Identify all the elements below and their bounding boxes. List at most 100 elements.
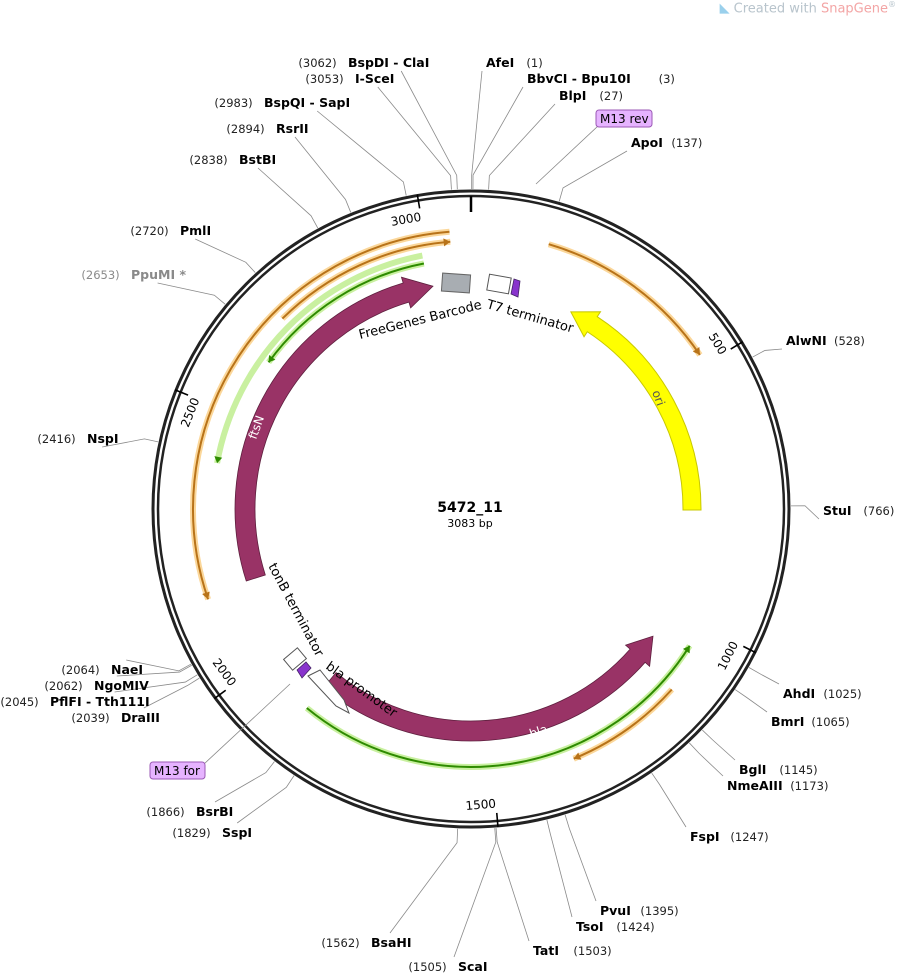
site-position: (1): [526, 56, 542, 70]
site-stui[interactable]: (766) StuI: [823, 503, 894, 518]
ftsn-feature[interactable]: [234, 276, 434, 582]
leader-line: [316, 110, 407, 196]
site-ngomiv[interactable]: (2062) NgoMIV: [44, 678, 149, 693]
site-name: NspI: [87, 431, 119, 446]
bla-promoter-feature[interactable]: [307, 669, 350, 715]
m13-for-primer[interactable]: M13 for: [149, 683, 291, 780]
tick-mark-2500: [174, 389, 189, 396]
site-name: NmeAIII: [727, 778, 783, 793]
site-position: (1065): [811, 715, 849, 729]
green-arc-2: [267, 262, 425, 363]
tick-label-1500: 1500: [465, 796, 497, 813]
m13-rev-primer-site[interactable]: [510, 278, 521, 298]
site-bmri[interactable]: (1065) BmrI: [771, 714, 850, 729]
watermark-prefix: Created with: [733, 1, 817, 17]
tick-mark-500: [730, 341, 744, 350]
orf-arc-2: [573, 688, 673, 760]
site-position: (1503): [573, 944, 611, 958]
leader-line: [651, 772, 687, 828]
site-pvui[interactable]: (1395) PvuI: [600, 903, 679, 918]
site-name: BspDI - ClaI: [348, 55, 429, 70]
leader-line: [702, 729, 736, 761]
tick-mark-3000: [416, 194, 421, 209]
snapgene-watermark: ◣ Created with SnapGene®: [720, 0, 896, 16]
site-bsrbi[interactable]: (1866) BsrBI: [146, 804, 233, 819]
site-name: PflFI - Tth111I: [50, 694, 150, 709]
site-tsoi[interactable]: (1424) TsoI: [576, 919, 655, 934]
site-position: (1247): [730, 830, 768, 844]
site-draiii[interactable]: (2039) DraIII: [71, 710, 160, 725]
site-bspqi-sapi[interactable]: (2983) BspQI - SapI: [214, 95, 350, 110]
site-bspdi-clai[interactable]: (3062) BspDI - ClaI: [298, 55, 429, 70]
site-position: (2039): [71, 711, 109, 725]
leader-line: [294, 136, 352, 213]
site-ahdi[interactable]: (1025) AhdI: [783, 686, 862, 701]
site-afei[interactable]: (1) AfeI: [486, 55, 543, 70]
watermark-registered: ®: [888, 0, 896, 9]
site-nspi[interactable]: (2416) NspI: [37, 431, 118, 446]
site-alwni[interactable]: (528) AlwNI: [786, 333, 865, 348]
site-scai[interactable]: (1505) ScaI: [408, 959, 487, 974]
site-bsahi[interactable]: (1562) BsaHI: [321, 935, 411, 950]
site-name: BsaHI: [371, 935, 412, 950]
leader-line: [471, 70, 483, 190]
leader-line: [546, 819, 573, 918]
leader-line: [114, 674, 198, 693]
site-position: (2894): [226, 122, 264, 136]
backbone-outer-circle: [151, 189, 791, 829]
m13-for-primer-site[interactable]: [296, 661, 312, 679]
site-i-scei[interactable]: (3053) I-SceI: [305, 71, 394, 86]
site-naei[interactable]: (2064) NaeI: [61, 662, 143, 677]
orf-arc-4-head: [202, 591, 210, 600]
leader-line: [126, 659, 192, 672]
site-sspi[interactable]: (1829) SspI: [172, 825, 252, 840]
freegenes-barcode-feature[interactable]: [440, 272, 472, 294]
leader-line: [236, 775, 295, 824]
site-bbvci-bpu10i[interactable]: (3) BbvCI - Bpu10I: [527, 71, 675, 86]
leader-line: [734, 689, 768, 713]
leader-line: [400, 70, 458, 190]
leader-line: [377, 86, 452, 190]
site-bstbi[interactable]: (2838) BstBI: [189, 152, 276, 167]
restriction-site-labels: (1) AfeI (3) BbvCI - Bpu10I (27) BlpI (137) Apo…: [0, 55, 894, 974]
m13-rev-label: M13 rev: [600, 112, 649, 126]
site-nmeaiii[interactable]: (1173) NmeAIII: [727, 778, 828, 793]
site-blpi[interactable]: (27) BlpI: [559, 88, 623, 103]
site-name: BmrI: [771, 714, 804, 729]
site-name: TsoI: [576, 919, 604, 934]
site-name: BstBI: [239, 152, 276, 167]
watermark-brand: SnapGene: [820, 1, 888, 17]
m13-rev-primer[interactable]: M13 rev: [535, 109, 653, 185]
green-arc-2-head: [268, 354, 276, 363]
t7-terminator-feature[interactable]: [486, 273, 512, 295]
site-bgli[interactable]: (1145) BglI: [739, 762, 818, 777]
site-name: BspQI - SapI: [264, 95, 350, 110]
leader-line: [790, 505, 820, 520]
leader-line: [752, 348, 783, 358]
tonb-terminator-feature[interactable]: [282, 647, 308, 671]
leader-line: [488, 103, 556, 190]
site-position: (2838): [189, 153, 227, 167]
site-pflfi-tth111i[interactable]: (2045) PflFI - Tth111I: [0, 694, 149, 709]
site-fspi[interactable]: (1247) FspI: [690, 829, 769, 844]
tonb-terminator-label: tonB terminator: [264, 561, 326, 660]
green-arcs: [214, 252, 693, 770]
site-name: ApoI: [631, 135, 663, 150]
site-name: TatI: [533, 943, 559, 958]
tick-mark-1000: [742, 645, 757, 654]
site-ppumi-[interactable]: (2653) PpuMI *: [81, 267, 186, 282]
site-apoi[interactable]: (137) ApoI: [631, 135, 702, 150]
site-position: (766): [863, 504, 894, 518]
site-name: AhdI: [783, 686, 815, 701]
orf-arc-3: [281, 240, 451, 320]
site-position: (528): [834, 334, 865, 348]
site-pmli[interactable]: (2720) PmlI: [130, 223, 211, 238]
leader-line: [389, 828, 459, 934]
site-position: (137): [671, 136, 702, 150]
ori-feature[interactable]: [570, 311, 702, 511]
site-rsrii[interactable]: (2894) RsrII: [226, 121, 308, 136]
site-tati[interactable]: (1503) TatI: [533, 943, 612, 958]
bla-label: bla: [528, 722, 550, 741]
site-position: (1025): [823, 687, 861, 701]
green-arc-1-head: [682, 645, 690, 654]
